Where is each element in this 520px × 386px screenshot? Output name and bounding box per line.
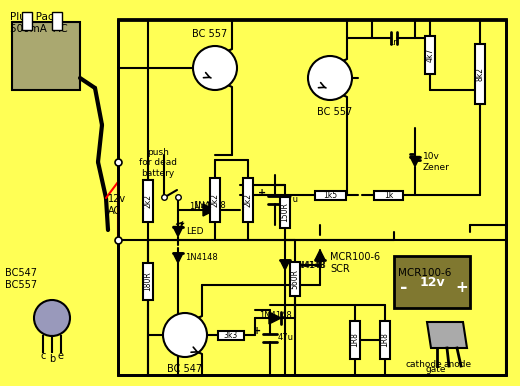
Bar (218, 330, 244, 340)
Text: Plug Pack
500mA  AC: Plug Pack 500mA AC (10, 12, 68, 34)
Text: 1k: 1k (384, 191, 393, 200)
Text: c: c (41, 351, 46, 361)
Circle shape (163, 313, 207, 357)
Text: e: e (58, 351, 64, 361)
Polygon shape (269, 312, 281, 324)
Text: 4k7: 4k7 (425, 48, 435, 62)
Text: 3k3: 3k3 (224, 330, 238, 340)
Text: 180R: 180R (144, 272, 152, 291)
Text: 1R8: 1R8 (381, 333, 389, 347)
Text: 1N4148: 1N4148 (185, 254, 218, 262)
Text: +: + (258, 188, 266, 198)
Bar (290, 262, 300, 296)
Text: +: + (253, 325, 261, 335)
Text: 47u: 47u (283, 195, 299, 205)
Bar (380, 321, 390, 359)
Bar (374, 191, 403, 200)
Text: 1N4148: 1N4148 (293, 261, 326, 269)
Polygon shape (410, 156, 420, 166)
Text: -: - (400, 279, 408, 297)
Text: 12v: 12v (419, 276, 445, 288)
Text: 47u: 47u (278, 332, 294, 342)
Bar (143, 263, 153, 300)
Text: +: + (456, 281, 469, 296)
Polygon shape (203, 204, 215, 216)
Text: 1N4148: 1N4148 (258, 311, 291, 320)
Bar (52, 12, 62, 30)
Text: BC 557: BC 557 (317, 107, 353, 117)
Bar (12, 22, 80, 90)
Text: 150R: 150R (280, 203, 290, 222)
Bar (210, 178, 220, 222)
Circle shape (308, 56, 352, 100)
Text: 1n: 1n (388, 38, 399, 47)
Bar (350, 321, 360, 359)
Text: 2k2: 2k2 (144, 194, 152, 208)
Text: 1k5: 1k5 (323, 191, 337, 200)
Polygon shape (427, 322, 467, 348)
Circle shape (193, 46, 237, 90)
Text: 1N4148: 1N4148 (189, 202, 222, 211)
Text: BC 547: BC 547 (167, 364, 203, 374)
Bar (243, 178, 253, 222)
Text: 560R: 560R (291, 269, 300, 289)
Bar (394, 256, 470, 308)
Text: gate: gate (425, 365, 446, 374)
Text: anode: anode (444, 360, 472, 369)
Text: 1N4148: 1N4148 (192, 201, 225, 210)
Bar (118, 19, 506, 375)
Polygon shape (173, 253, 183, 263)
Bar (475, 44, 485, 104)
Text: cathode: cathode (405, 360, 442, 369)
Text: push
for dead
battery: push for dead battery (139, 148, 177, 178)
Bar (425, 36, 435, 74)
Text: MCR100-6: MCR100-6 (398, 268, 451, 278)
Text: MCR100-6
SCR: MCR100-6 SCR (330, 252, 380, 274)
Text: 12v
AC: 12v AC (108, 194, 126, 216)
Bar (143, 179, 153, 222)
Text: BC 557: BC 557 (192, 29, 228, 39)
Text: 1N4148: 1N4148 (292, 261, 325, 269)
Text: 1R8: 1R8 (350, 333, 359, 347)
Bar (22, 12, 32, 30)
Polygon shape (315, 250, 325, 260)
Text: LED: LED (186, 227, 203, 237)
Polygon shape (173, 227, 183, 237)
Text: 8k2: 8k2 (475, 67, 485, 81)
Text: 2k2: 2k2 (211, 193, 219, 207)
Bar (315, 191, 346, 200)
Circle shape (34, 300, 70, 336)
Text: 10v
Zener: 10v Zener (423, 152, 450, 172)
Bar (280, 197, 290, 228)
Text: b: b (49, 354, 55, 364)
Text: BC547
BC557: BC547 BC557 (5, 268, 37, 290)
Polygon shape (280, 260, 290, 270)
Text: 2k2: 2k2 (243, 193, 253, 207)
